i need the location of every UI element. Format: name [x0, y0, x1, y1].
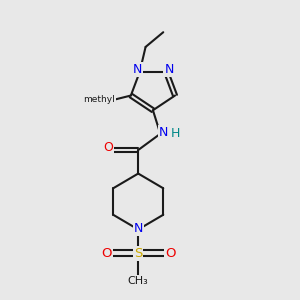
Text: N: N: [164, 63, 174, 76]
Text: N: N: [134, 221, 143, 235]
Text: CH₃: CH₃: [128, 276, 148, 286]
Text: S: S: [134, 247, 142, 260]
Text: N: N: [159, 126, 169, 139]
Text: O: O: [101, 247, 112, 260]
Text: O: O: [103, 141, 113, 154]
Text: O: O: [165, 247, 175, 260]
Text: H: H: [171, 127, 180, 140]
Text: N: N: [133, 63, 142, 76]
Text: methyl: methyl: [83, 95, 115, 104]
